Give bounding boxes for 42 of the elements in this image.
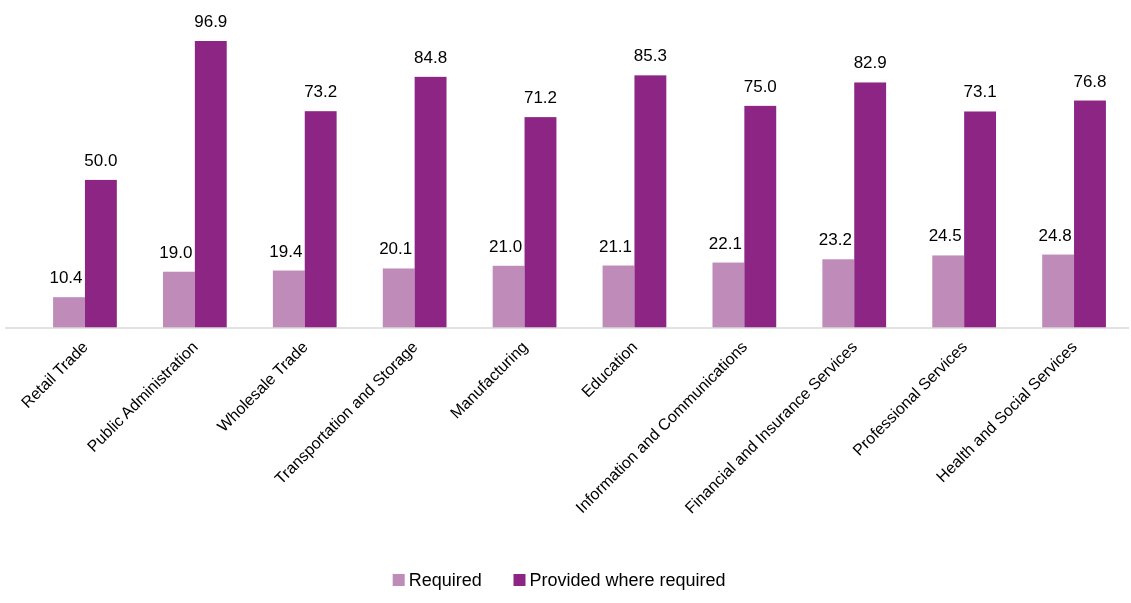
bar [744,105,777,328]
bar [492,265,525,328]
bar [602,265,635,328]
bar [822,259,855,328]
bar [854,82,887,328]
bar [1074,100,1106,328]
bar [712,262,745,328]
data-label: 19.4 [269,241,303,261]
data-label: 73.2 [304,82,338,102]
bar [634,75,667,328]
data-label: 22.1 [708,233,742,253]
bar [84,179,117,328]
data-label: 23.2 [818,230,852,250]
bar [194,41,227,328]
data-label: 24.5 [928,226,962,246]
data-label: 84.8 [414,47,448,67]
bar [524,117,557,328]
bar [964,111,997,328]
data-label: 21.0 [489,236,523,256]
data-label: 75.0 [743,76,777,96]
data-label: 76.8 [1073,71,1107,91]
data-label: 96.9 [194,12,228,31]
bar [304,111,337,328]
bar [162,271,195,328]
data-label: 20.1 [379,239,413,259]
data-label: 19.0 [159,242,193,262]
data-label: 82.9 [853,53,887,73]
bar [272,270,305,328]
data-label: 73.1 [963,82,997,102]
data-label: 21.1 [598,236,633,256]
data-label: 50.0 [84,150,118,170]
bar [932,255,965,328]
bar [53,297,85,328]
legend-label: Required [408,570,482,590]
bar [414,76,447,328]
bar [1042,254,1075,328]
data-label: 71.2 [523,88,558,108]
legend-label: Provided where required [529,570,726,590]
data-label: 85.3 [633,46,667,66]
data-label: 10.4 [49,268,83,288]
data-label: 24.8 [1038,225,1072,245]
bar [382,268,415,328]
